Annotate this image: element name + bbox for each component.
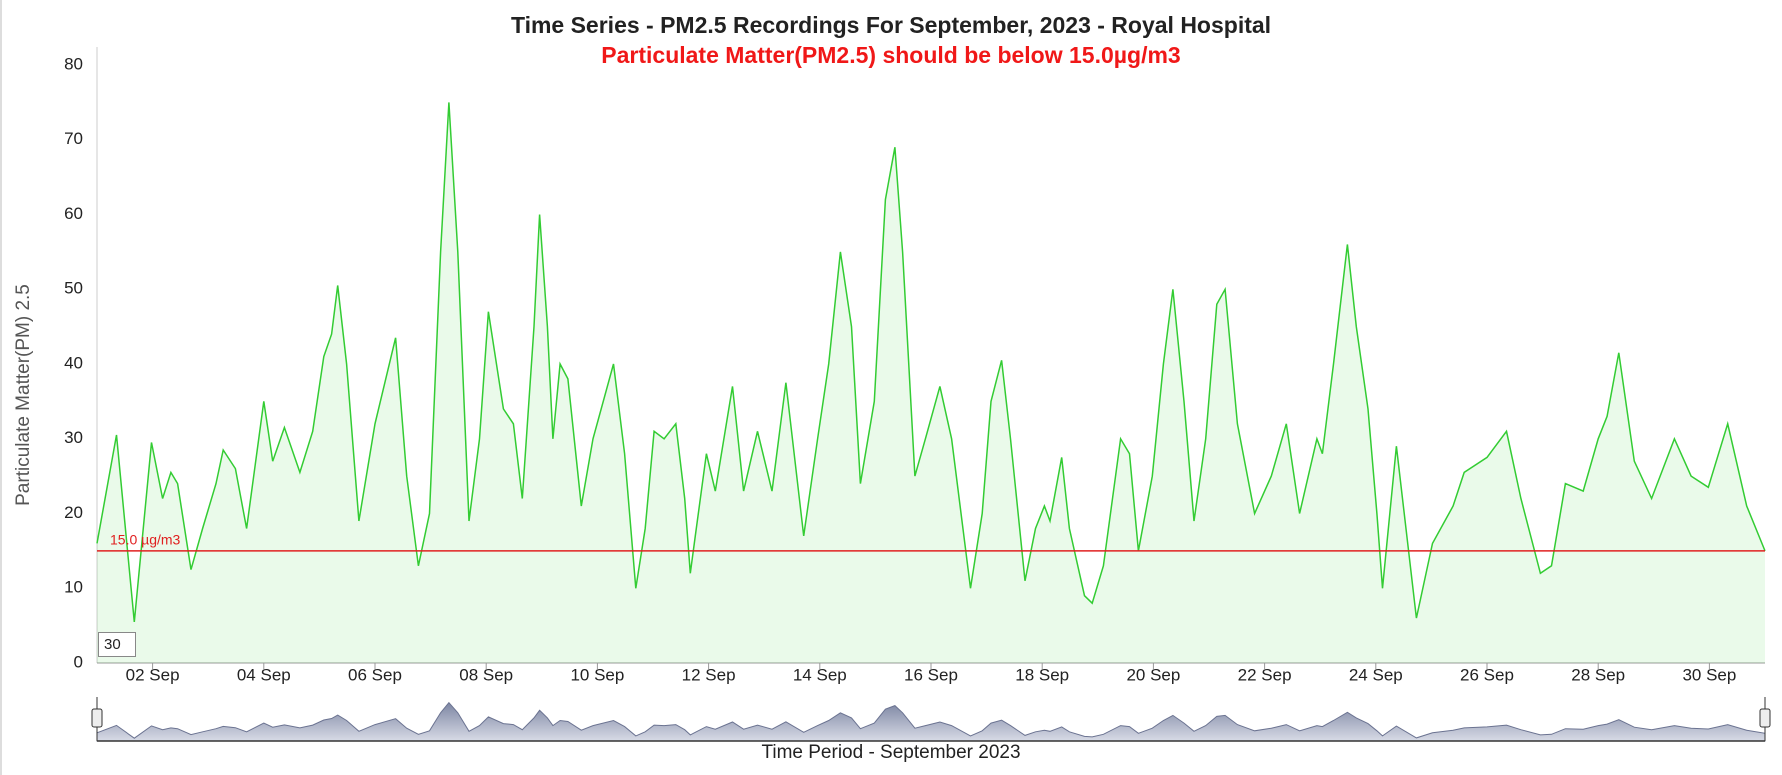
x-tick-label: 14 Sep [793, 665, 847, 684]
navigator-area [96, 701, 1766, 742]
y-tick-label: 70 [64, 129, 83, 148]
x-tick-label: 12 Sep [682, 665, 736, 684]
x-axis-title: Time Period - September 2023 [761, 742, 1020, 763]
y-tick-label: 20 [64, 503, 83, 522]
x-tick-label: 20 Sep [1126, 665, 1180, 684]
x-tick-label: 02 Sep [126, 665, 180, 684]
y-tick-label: 50 [64, 279, 83, 298]
area-fill [97, 102, 1765, 663]
x-tick-label: 22 Sep [1238, 665, 1292, 684]
y-tick-label: 0 [74, 652, 83, 671]
navigator-handle [1759, 708, 1771, 728]
reference-label: 15.0 µg/m3 [110, 532, 181, 548]
navigator-handle [91, 708, 103, 728]
x-tick-label: 28 Sep [1571, 665, 1625, 684]
x-tick-label: 16 Sep [904, 665, 958, 684]
y-tick-label: 10 [64, 578, 83, 597]
range-input[interactable]: 30 [98, 632, 136, 657]
x-tick-label: 26 Sep [1460, 665, 1514, 684]
x-tick-label: 18 Sep [1015, 665, 1069, 684]
x-tick-label: 10 Sep [570, 665, 624, 684]
y-axis-title: Particulate Matter(PM) 2.5 [13, 284, 34, 506]
x-tick-label: 30 Sep [1682, 665, 1736, 684]
x-tick-label: 06 Sep [348, 665, 402, 684]
y-tick-label: 40 [64, 353, 83, 372]
y-tick-label: 80 [64, 54, 83, 73]
y-tick-label: 60 [64, 204, 83, 223]
y-tick-label: 30 [64, 428, 83, 447]
x-tick-label: 04 Sep [237, 665, 291, 684]
chart-title: Time Series - PM2.5 Recordings For Septe… [511, 12, 1271, 38]
chart-subtitle: Particulate Matter(PM2.5) should be belo… [601, 42, 1180, 68]
x-tick-label: 24 Sep [1349, 665, 1403, 684]
data-line [96, 102, 1766, 622]
x-tick-label: 08 Sep [459, 665, 513, 684]
